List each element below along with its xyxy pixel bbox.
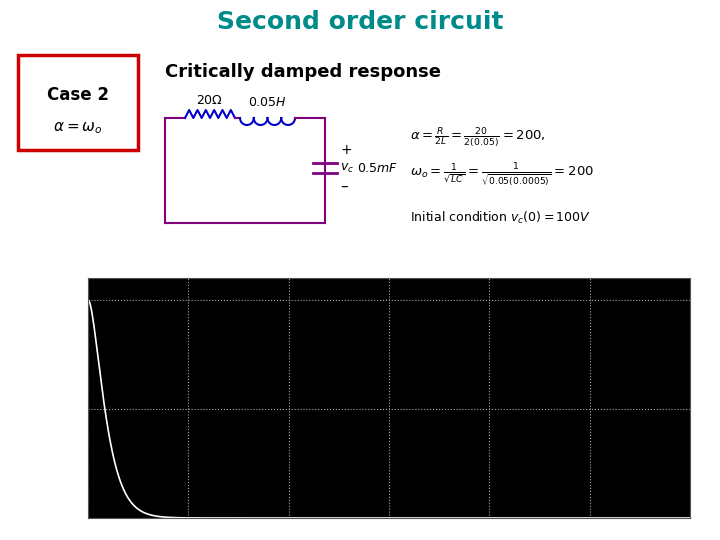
Text: Second order circuit: Second order circuit — [217, 10, 503, 34]
Text: $0.5mF$: $0.5mF$ — [357, 162, 397, 175]
Text: $v_c$: $v_c$ — [340, 162, 354, 175]
Text: ♦ V(L2:2): ♦ V(L2:2) — [88, 539, 135, 540]
Bar — [18, 55, 138, 150]
Text: +: + — [340, 144, 351, 157]
Text: $0.05H$: $0.05H$ — [248, 96, 287, 109]
Text: $20\Omega$: $20\Omega$ — [197, 93, 223, 106]
Text: Critically damped response: Critically damped response — [165, 63, 441, 81]
Text: Case 2: Case 2 — [47, 86, 109, 104]
Text: $\alpha = \omega_o$: $\alpha = \omega_o$ — [53, 120, 103, 136]
Text: $\omega_o = \frac{1}{\sqrt{LC}} = \frac{1}{\sqrt{0.05(0.0005)}} = 200$: $\omega_o = \frac{1}{\sqrt{LC}} = \frac{… — [410, 161, 594, 188]
Text: $\alpha = \frac{R}{2L} = \frac{20}{2(0.05)} = 200,$: $\alpha = \frac{R}{2L} = \frac{20}{2(0.0… — [410, 126, 546, 150]
X-axis label: Time: Time — [375, 538, 402, 540]
Text: Initial condition $v_c(0) = 100V$: Initial condition $v_c(0) = 100V$ — [410, 210, 591, 226]
Text: –: – — [340, 179, 348, 194]
